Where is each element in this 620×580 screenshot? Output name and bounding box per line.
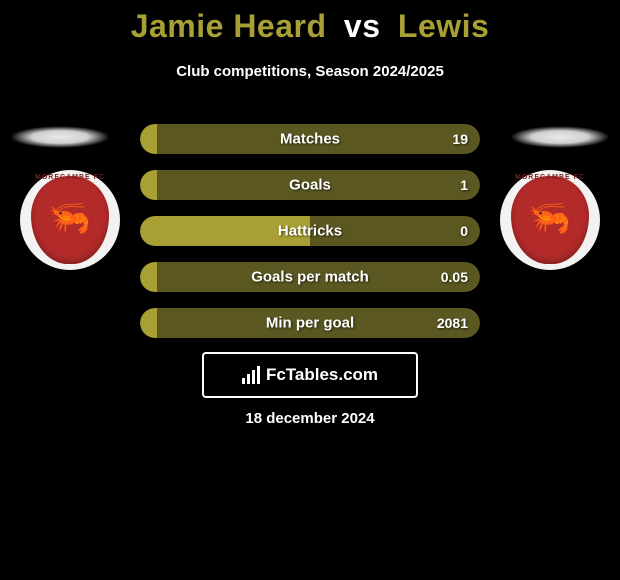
stat-label: Goals per match xyxy=(251,269,369,286)
stat-value-right: 0 xyxy=(460,223,468,239)
stat-bar-left xyxy=(140,124,157,154)
date-line: 18 december 2024 xyxy=(0,410,620,427)
stat-bar-left xyxy=(140,262,157,292)
club-crest-right: MORECAMBE FC 🦐 xyxy=(500,170,600,270)
stat-row: Goals 1 xyxy=(140,170,480,200)
title-player2: Lewis xyxy=(398,8,489,44)
brand-box: FcTables.com xyxy=(202,352,418,398)
stat-value-right: 1 xyxy=(460,177,468,193)
crest-ring: MORECAMBE FC 🦐 xyxy=(20,170,120,270)
shrimp-icon: 🦐 xyxy=(529,201,571,235)
stat-label: Goals xyxy=(289,177,331,194)
crest-ring: MORECAMBE FC 🦐 xyxy=(500,170,600,270)
crest-inner: 🦐 xyxy=(511,176,589,264)
stat-value-right: 0.05 xyxy=(441,269,468,285)
stat-row: Hattricks 0 xyxy=(140,216,480,246)
stat-value-right: 2081 xyxy=(437,315,468,331)
title-vs: vs xyxy=(344,8,381,44)
crest-ring-text: MORECAMBE FC xyxy=(500,174,600,181)
stat-row: Goals per match 0.05 xyxy=(140,262,480,292)
subtitle: Club competitions, Season 2024/2025 xyxy=(0,63,620,80)
avatar-shadow-left xyxy=(10,126,110,148)
brand-text: FcTables.com xyxy=(266,365,378,385)
stat-label: Hattricks xyxy=(278,223,342,240)
stat-bar-left xyxy=(140,170,157,200)
title-player1: Jamie Heard xyxy=(131,8,327,44)
stat-label: Matches xyxy=(280,131,340,148)
stat-row: Matches 19 xyxy=(140,124,480,154)
club-crest-left: MORECAMBE FC 🦐 xyxy=(20,170,120,270)
crest-inner: 🦐 xyxy=(31,176,109,264)
stat-row: Min per goal 2081 xyxy=(140,308,480,338)
stat-bars: Matches 19 Goals 1 Hattricks 0 Goals per match… xyxy=(140,124,480,354)
crest-ring-text: MORECAMBE FC xyxy=(20,174,120,181)
shrimp-icon: 🦐 xyxy=(49,201,91,235)
page-title: Jamie Heard vs Lewis xyxy=(0,0,620,45)
stat-label: Min per goal xyxy=(266,315,354,332)
stat-bar-left xyxy=(140,308,157,338)
chart-icon xyxy=(242,366,260,384)
stat-value-right: 19 xyxy=(452,131,468,147)
avatar-shadow-right xyxy=(510,126,610,148)
